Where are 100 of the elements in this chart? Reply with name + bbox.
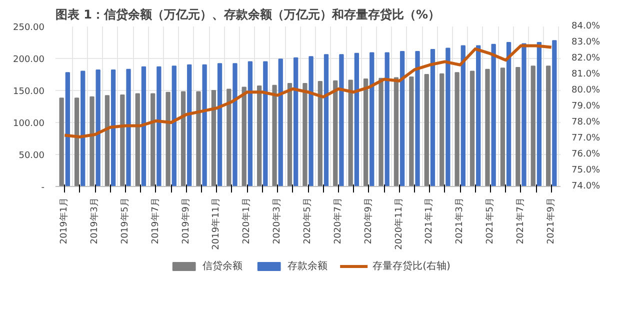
x-tick-label: 2019年3月 [89, 197, 100, 244]
bar [348, 80, 353, 186]
bar [440, 73, 444, 186]
bar [485, 68, 490, 186]
y2-tick-label: 83.0% [572, 38, 601, 48]
bar [500, 68, 506, 186]
bar [120, 94, 125, 186]
bar [126, 68, 131, 186]
bar [324, 54, 329, 186]
bar [172, 66, 176, 186]
bar [104, 95, 110, 186]
y-tick-label: 200.00 [13, 55, 45, 65]
bar [354, 52, 359, 186]
x-tick-label: 2020年5月 [302, 197, 313, 244]
bar [394, 77, 399, 186]
bar [248, 61, 253, 186]
bar [272, 84, 277, 186]
bar [491, 44, 496, 186]
x-tick-label: 2021年5月 [484, 197, 496, 244]
bar [384, 52, 390, 186]
y-tick-label: 100.00 [13, 119, 45, 129]
y2-tick-label: 80.0% [572, 86, 601, 96]
bar [202, 64, 207, 186]
bar [141, 66, 146, 186]
x-tick-label: 2020年9月 [362, 197, 374, 244]
bar [287, 82, 292, 186]
bar [409, 76, 414, 186]
bar [242, 86, 246, 186]
bar [110, 70, 116, 186]
bar [552, 40, 557, 186]
bar [156, 66, 162, 186]
y2-tick-label: 84.0% [572, 22, 601, 32]
bar [378, 78, 384, 186]
bar [90, 96, 94, 186]
y-tick-label: - [41, 183, 44, 193]
y-tick-label: 50.00 [18, 151, 45, 161]
legend-label: 存款余额 [288, 260, 328, 273]
legend-label: 信贷余额 [202, 260, 243, 273]
x-tick-label: 2020年3月 [272, 197, 283, 244]
x-tick-label: 2019年7月 [150, 197, 161, 244]
bar [522, 43, 526, 186]
bar [446, 48, 450, 186]
y2-tick-label: 82.0% [572, 54, 601, 64]
bar [196, 91, 201, 186]
bar [308, 56, 314, 186]
bar [302, 82, 308, 186]
bar [430, 49, 436, 186]
legend-label: 存量存贷比(右轴) [372, 260, 450, 273]
bar [333, 80, 338, 186]
bar [506, 42, 512, 186]
x-tick-label: 2019年11月 [210, 197, 222, 250]
x-tick-label: 2021年7月 [514, 197, 526, 244]
y2-tick-label: 81.0% [572, 70, 601, 80]
x-tick-label: 2019年9月 [180, 197, 192, 244]
y2-tick-label: 74.0% [572, 182, 601, 192]
bar [65, 72, 70, 186]
bar [516, 66, 520, 186]
bar [96, 70, 100, 186]
bar [370, 52, 374, 186]
bar [339, 54, 344, 186]
bar [166, 92, 170, 186]
bar [180, 91, 186, 186]
bar [318, 81, 322, 186]
bar [187, 64, 192, 186]
bar [278, 58, 283, 186]
bar [226, 88, 232, 186]
bar [470, 70, 475, 186]
bar [546, 66, 551, 186]
bar [400, 50, 405, 186]
x-tick-label: 2021年3月 [454, 197, 466, 244]
x-tick-label: 2019年5月 [119, 197, 130, 244]
y2-tick-label: 77.0% [572, 134, 601, 144]
x-tick-label: 2019年1月 [58, 197, 70, 244]
y2-tick-label: 78.0% [572, 118, 601, 128]
bar [530, 66, 536, 186]
y2-tick-label: 76.0% [572, 150, 601, 160]
bar [135, 93, 140, 186]
bar [59, 98, 64, 186]
x-tick-label: 2021年9月 [545, 197, 556, 244]
bar [150, 93, 156, 186]
bar [217, 63, 222, 186]
bar [424, 74, 429, 186]
bar [415, 50, 420, 186]
bar [460, 45, 466, 186]
y2-tick-label: 79.0% [572, 102, 601, 112]
x-tick-label: 2020年1月 [241, 197, 252, 244]
bar [454, 72, 460, 186]
bar [536, 42, 542, 186]
bar [294, 57, 298, 186]
bar [263, 61, 268, 186]
line-series [63, 44, 553, 138]
bar [363, 78, 368, 186]
y2-tick-label: 75.0% [572, 166, 601, 176]
bar [80, 70, 86, 186]
x-tick-label: 2020年11月 [393, 197, 404, 250]
chart-title: 图表 1：信贷余额（万亿元）、存款余额（万亿元）和存量存贷比（%） [56, 8, 440, 22]
bar [74, 98, 80, 186]
bar [211, 90, 216, 186]
y-tick-label: 250.00 [13, 23, 45, 33]
x-tick-label: 2020年7月 [332, 197, 344, 244]
